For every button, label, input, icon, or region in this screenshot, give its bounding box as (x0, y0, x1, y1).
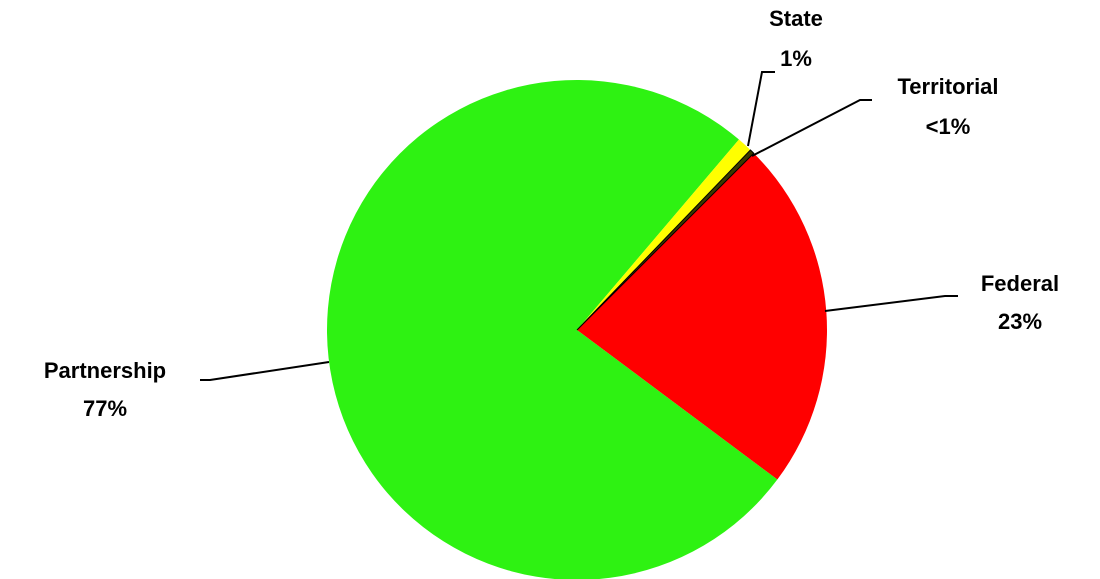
slice-value-label: 1% (780, 46, 812, 71)
slice-label: State (769, 6, 823, 31)
slice-label: Federal (981, 271, 1059, 296)
slice-value-label: 77% (83, 396, 127, 421)
leader-line (824, 295, 958, 312)
slice-label: Partnership (44, 358, 166, 383)
pie-slice (576, 149, 755, 331)
leader-line (200, 361, 330, 381)
slice-value-label: <1% (926, 114, 971, 139)
slice-label: Territorial (897, 74, 998, 99)
leader-line (747, 71, 775, 147)
leader-line (751, 99, 872, 157)
slice-value-label: 23% (998, 309, 1042, 334)
pie-slice (327, 80, 778, 579)
pie-slice (577, 153, 827, 480)
pie-slice (577, 139, 751, 330)
